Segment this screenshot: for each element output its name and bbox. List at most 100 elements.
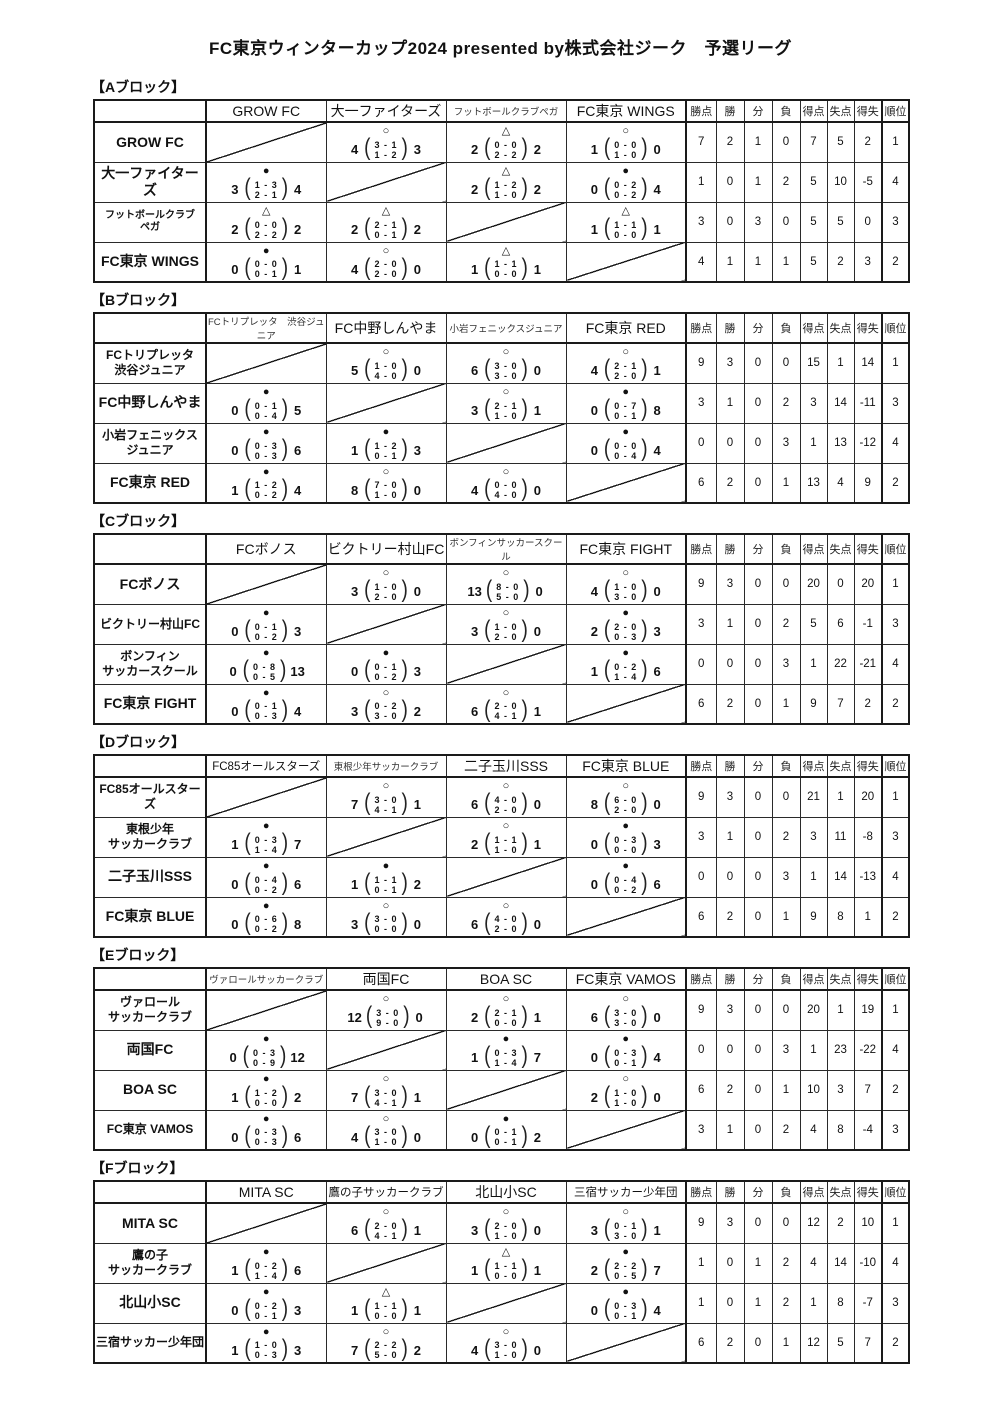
half-scores: 2 - 0 4 - 1 [374, 1221, 397, 1241]
total-goals-against: 0 [533, 1223, 541, 1239]
match-cell: ● 0 ( 0 - 0 0 - 1 ) 1 [205, 241, 327, 283]
second-half-score: 0 - 1 [374, 884, 398, 895]
scoreline: 0 ( 0 - 3 0 - 1 ) 4 [567, 1044, 685, 1069]
second-half-score: 0 - 9 [253, 1057, 277, 1068]
result-marker-icon: ● [502, 1033, 510, 1045]
total-goals-against: 1 [653, 363, 661, 379]
stat-value: 1 [771, 241, 801, 283]
half-scores: 4 - 0 2 - 0 [494, 795, 517, 815]
half-scores: 0 - 2 1 - 4 [614, 662, 637, 682]
result-marker-icon: ○ [622, 346, 630, 359]
stat-value: 3 [685, 1109, 717, 1151]
half-scores: 1 - 0 2 - 0 [494, 622, 517, 642]
opponent-header: 三宿サッカー少年団 [565, 1180, 687, 1204]
first-half-score: 0 - 1 [614, 1220, 638, 1231]
half-scores: 2 - 2 0 - 5 [614, 1261, 637, 1281]
first-half-score: 0 - 3 [254, 834, 278, 845]
first-half-score: 3 - 1 [374, 139, 398, 150]
match-cell: ○ 4 ( 2 - 0 2 - 0 ) 0 [325, 241, 447, 283]
total-goals-for: 7 [351, 797, 359, 813]
match-cell: △ 1 ( 1 - 1 0 - 0 ) 1 [565, 201, 687, 243]
match-cell: ○ 1 ( 0 - 0 1 - 0 ) 0 [565, 121, 687, 163]
first-half-score: 7 - 0 [374, 480, 398, 491]
half-scores: 0 - 3 0 - 3 [255, 441, 278, 461]
half-scores: 2 - 0 1 - 0 [494, 1221, 517, 1241]
first-half-score: 6 - 0 [614, 794, 638, 805]
result-marker-icon: ○ [502, 780, 510, 793]
scoreline: 3 ( 1 - 3 2 - 1 ) 4 [207, 175, 325, 202]
stat-value: 1 [826, 342, 855, 384]
result-marker-icon: ● [262, 820, 270, 832]
opponent-header: 両国FC [325, 967, 447, 991]
stat-value: 2 [853, 683, 883, 725]
scoreline: 4 ( 3 - 0 1 - 0 ) 0 [327, 1124, 445, 1149]
close-paren: ) [641, 870, 648, 897]
total-goals-against: 0 [413, 584, 421, 600]
scoreline: 0 ( 0 - 0 0 - 4 ) 4 [567, 437, 685, 462]
team-name: 三宿サッカー少年団 [93, 1322, 207, 1364]
stat-header: 得点 [799, 1180, 828, 1204]
open-paren: ( [244, 870, 251, 897]
open-paren: ( [242, 657, 249, 684]
stat-value: -12 [853, 422, 883, 464]
total-goals-for: 13 [467, 584, 482, 600]
stat-value: 3 [715, 563, 745, 605]
second-half-score: 4 - 1 [374, 1230, 398, 1241]
stat-value: 0 [771, 201, 801, 243]
stat-value: 0 [743, 1109, 773, 1151]
first-half-score: 2 - 0 [374, 259, 398, 270]
stat-value: 3 [881, 1109, 910, 1151]
corner-cell [93, 967, 207, 991]
close-paren: ) [281, 436, 289, 463]
stat-header: 勝 [715, 1180, 745, 1204]
second-half-score: 0 - 3 [254, 450, 278, 461]
open-paren: ( [603, 1256, 611, 1283]
total-goals-against: 8 [293, 916, 302, 932]
match-cell: ● 1 ( 1 - 2 0 - 2 ) 4 [205, 462, 327, 504]
stat-value: -21 [853, 643, 883, 685]
stat-value: 0 [853, 201, 883, 243]
close-paren: ) [403, 1003, 410, 1030]
second-half-score: 1 - 0 [614, 1097, 638, 1108]
match-cell: ● 0 ( 0 - 1 0 - 2 ) 3 [325, 643, 447, 685]
corner-cell [93, 533, 207, 565]
second-half-score: 2 - 0 [374, 591, 398, 602]
half-scores: 3 - 0 1 - 0 [374, 1127, 397, 1147]
scoreline: 7 ( 3 - 0 4 - 1 ) 1 [327, 792, 445, 816]
total-goals-against: 0 [653, 142, 661, 158]
result-marker-icon: ○ [382, 1206, 390, 1219]
result-marker-icon: ● [622, 860, 630, 872]
stat-value: 2 [881, 1069, 910, 1111]
second-half-score: 3 - 0 [614, 1230, 638, 1241]
result-marker-icon: ● [622, 165, 630, 177]
stat-value: 0 [743, 1322, 773, 1364]
total-goals-for: 4 [351, 261, 359, 277]
self-diagonal-cell [325, 1029, 447, 1071]
scoreline: 0 ( 0 - 3 0 - 3 ) 6 [207, 436, 325, 463]
result-marker-icon: ○ [502, 1206, 510, 1219]
stat-value: 5 [799, 161, 828, 203]
team-row: 北山小SC ● 0 ( 0 - 2 0 - 1 ) 3 △ 1 ( 1 - 1 … [93, 1282, 910, 1324]
first-half-score: 0 - 1 [254, 621, 278, 632]
stat-value: 0 [743, 382, 773, 424]
open-paren: ( [364, 1083, 371, 1110]
team-name: 二子玉川SSS [93, 856, 207, 898]
block-section: 【Aブロック】 GROW FC 大一ファイターズ フットボールクラブペガ FC東京 W… [91, 77, 910, 283]
stat-header: 得点 [799, 533, 828, 565]
total-goals-for: 0 [231, 403, 239, 418]
team-name: FCボノス [93, 563, 207, 605]
match-cell: ● 0 ( 0 - 4 0 - 2 ) 6 [565, 856, 687, 898]
second-half-score: 1 - 0 [494, 844, 518, 855]
close-paren: ) [281, 175, 289, 202]
first-half-score: 1 - 1 [494, 259, 518, 270]
scoreline: 1 ( 1 - 1 0 - 0 ) 1 [567, 216, 685, 241]
header-row: GROW FC 大一ファイターズ フットボールクラブペガ FC東京 WINGS 勝点勝分… [93, 99, 910, 123]
total-goals-against: 1 [413, 1303, 421, 1318]
open-paren: ( [603, 617, 611, 644]
total-goals-for: 0 [231, 443, 239, 458]
open-paren: ( [603, 657, 611, 684]
second-half-score: 9 - 0 [376, 1017, 400, 1028]
result-marker-icon: △ [501, 1246, 511, 1258]
result-marker-icon: ● [622, 426, 630, 438]
total-goals-against: 1 [413, 797, 421, 813]
